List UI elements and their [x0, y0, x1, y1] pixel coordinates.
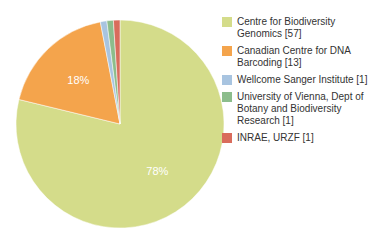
html-text:INRAE, URZF [1]: INRAE, URZF [1] [237, 132, 314, 143]
html-text:Canadian Centre for DNA Barcod: Canadian Centre for DNA Barcoding [13] [237, 45, 351, 68]
html-text:Wellcome Sanger Institute [1]: Wellcome Sanger Institute [1] [237, 74, 368, 85]
svg-text:18%: 18% [67, 74, 89, 86]
html-text:Centre for Biodiversity Genomi: Centre for Biodiversity Genomics [57] [237, 16, 336, 39]
svg-text:78%: 78% [146, 165, 168, 177]
html-text:University of Vienna, Dept of: University of Vienna, Dept of Botany and… [237, 91, 364, 126]
